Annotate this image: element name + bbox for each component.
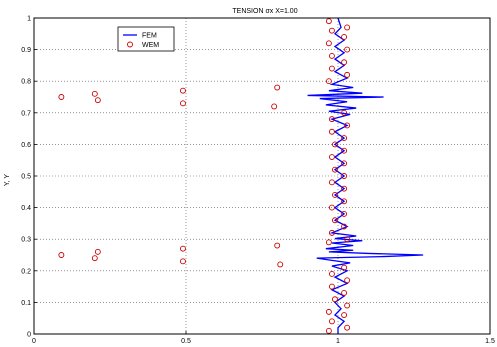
- wem-point: [344, 302, 351, 309]
- wem-point: [180, 245, 186, 252]
- grid-lines: [34, 18, 490, 334]
- wem-point: [325, 18, 332, 25]
- wem-point: [325, 327, 332, 334]
- legend: FEM WEM: [117, 26, 175, 52]
- y-tick-label: 0: [27, 332, 31, 339]
- wem-point: [341, 289, 348, 296]
- wem-point: [341, 185, 348, 192]
- wem-point: [344, 122, 351, 129]
- wem-point: [332, 192, 338, 198]
- y-tick-label: 0.2: [21, 268, 31, 275]
- wem-point: [274, 84, 281, 91]
- wem-point: [91, 90, 98, 97]
- wem-point: [325, 239, 332, 246]
- wem-point: [325, 40, 332, 47]
- y-tick-label: 0.6: [21, 142, 31, 149]
- wem-point: [58, 252, 65, 258]
- wem-point: [277, 261, 284, 268]
- wem-point: [271, 103, 278, 110]
- wem-point: [94, 248, 101, 255]
- wem-point: [328, 27, 335, 34]
- wem-point: [344, 46, 351, 53]
- fem-line: [307, 17, 424, 334]
- wem-point: [332, 141, 338, 148]
- wem-point: [328, 154, 335, 160]
- legend-wem-label: WEM: [142, 42, 159, 49]
- y-tick-label: 0.3: [21, 237, 31, 244]
- wem-point: [274, 242, 281, 249]
- wem-point: [328, 271, 335, 277]
- wem-point: [344, 324, 351, 331]
- wem-point: [94, 97, 101, 104]
- wem-point: [328, 116, 335, 123]
- wem-point: [341, 223, 348, 230]
- y-tick-label: 0.1: [21, 300, 31, 307]
- legend-box: [117, 26, 175, 52]
- wem-point: [344, 24, 351, 31]
- wem-point: [341, 312, 348, 318]
- y-tick-label: 0.8: [21, 79, 31, 86]
- x-tick-label: 0: [32, 338, 36, 345]
- wem-point: [341, 59, 348, 66]
- y-tick-label: 0.7: [21, 110, 31, 117]
- y-tick-label: 0.4: [21, 205, 31, 212]
- wem-point: [341, 147, 348, 154]
- wem-point: [344, 71, 351, 78]
- wem-point: [180, 258, 186, 265]
- wem-point: [332, 166, 338, 173]
- x-tick-label: 1.5: [485, 338, 495, 345]
- wem-point: [344, 277, 351, 284]
- fem-series: [307, 17, 424, 334]
- wem-point: [328, 318, 335, 325]
- wem-point: [328, 229, 335, 236]
- y-axis-label: Y, Y: [4, 174, 11, 187]
- wem-point: [58, 94, 65, 100]
- wem-point: [332, 296, 338, 303]
- wem-point: [328, 283, 335, 290]
- wem-point: [341, 160, 348, 167]
- y-axis-ticks: 0 0.1 0.2 0.3 0.4 0.5 0.6 0.7 0.8 0.9 1: [21, 16, 37, 339]
- x-tick-label: 1: [336, 338, 340, 345]
- wem-point: [332, 217, 338, 224]
- wem-point: [328, 179, 335, 186]
- wem-point: [325, 308, 332, 315]
- wem-point: [325, 78, 332, 85]
- wem-point: [341, 198, 348, 205]
- wem-point: [328, 65, 335, 72]
- legend-wem-swatch: [127, 41, 133, 48]
- wem-point: [180, 100, 186, 107]
- legend-fem-label: FEM: [142, 33, 157, 40]
- chart-title: TENSION σx X=1.00: [232, 8, 297, 15]
- wem-point: [328, 204, 335, 211]
- wem-point: [341, 135, 348, 142]
- wem-point: [341, 210, 348, 217]
- wem-point: [328, 52, 335, 59]
- wem-point: [91, 255, 98, 262]
- plot-frame: [33, 17, 491, 335]
- y-tick-label: 0.5: [21, 174, 31, 181]
- wem-point: [180, 87, 186, 94]
- wem-point: [341, 264, 348, 271]
- y-tick-label: 1: [27, 16, 31, 23]
- wem-point: [344, 236, 351, 243]
- wem-series: [58, 18, 351, 334]
- y-tick-label: 0.9: [21, 47, 31, 54]
- wem-point: [341, 109, 348, 116]
- wem-point: [341, 34, 348, 40]
- wem-point: [341, 173, 348, 179]
- wem-point: [328, 128, 335, 135]
- x-tick-label: 0.5: [181, 338, 191, 345]
